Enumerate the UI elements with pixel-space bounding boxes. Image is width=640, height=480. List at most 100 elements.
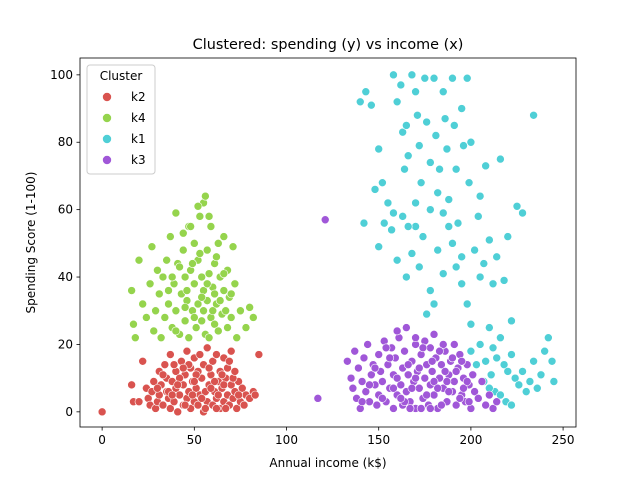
point-k4-66 bbox=[232, 333, 242, 343]
x-tick-label: 200 bbox=[459, 433, 482, 447]
point-k2-88 bbox=[188, 390, 197, 400]
point-k1-101 bbox=[549, 377, 559, 386]
point-k2-20 bbox=[166, 404, 175, 413]
point-k2-93 bbox=[210, 377, 219, 386]
point-k3-81 bbox=[492, 397, 502, 407]
legend-title: Cluster bbox=[100, 69, 143, 83]
point-k1-16 bbox=[414, 141, 424, 150]
point-k1-81 bbox=[457, 252, 466, 262]
point-k3-87 bbox=[414, 363, 424, 373]
point-k2-108 bbox=[234, 390, 243, 400]
point-k3-86 bbox=[407, 383, 417, 393]
point-k4-58 bbox=[219, 232, 229, 241]
point-k3-95 bbox=[411, 333, 420, 343]
point-k3-117 bbox=[427, 356, 437, 366]
point-k1-39 bbox=[473, 212, 483, 221]
legend-label-k3: k3 bbox=[131, 153, 146, 167]
point-k4-72 bbox=[193, 201, 203, 211]
point-k4-26 bbox=[180, 316, 190, 326]
point-k3-119 bbox=[442, 377, 452, 386]
y-tick-label: 60 bbox=[58, 203, 73, 217]
point-k1-18 bbox=[420, 73, 430, 83]
point-k2-95 bbox=[217, 370, 227, 380]
point-k3-122 bbox=[464, 397, 474, 407]
point-k3-37 bbox=[403, 370, 413, 380]
point-k2-92 bbox=[204, 363, 214, 373]
point-k1-79 bbox=[426, 205, 435, 214]
point-k3-65 bbox=[451, 400, 461, 410]
point-k3-21 bbox=[378, 377, 387, 386]
point-k3-76 bbox=[473, 394, 483, 403]
point-k3-121 bbox=[457, 356, 466, 366]
point-k2-41 bbox=[193, 400, 203, 410]
point-k3-57 bbox=[437, 360, 446, 369]
point-k2-82 bbox=[158, 370, 168, 380]
point-k3-79 bbox=[485, 390, 494, 400]
point-k4-61 bbox=[223, 323, 232, 332]
point-k1-86 bbox=[496, 333, 505, 343]
y-tick-label: 80 bbox=[58, 135, 73, 149]
point-k1-41 bbox=[479, 259, 489, 268]
point-k1-83 bbox=[485, 323, 494, 332]
point-k2-79 bbox=[250, 390, 260, 400]
point-k2-90 bbox=[195, 350, 205, 359]
point-k4-16 bbox=[164, 299, 173, 309]
point-k2-21 bbox=[166, 350, 175, 359]
legend-label-k1: k1 bbox=[131, 132, 146, 146]
point-k4-9 bbox=[151, 306, 160, 316]
point-k4-6 bbox=[145, 279, 155, 289]
y-tick-label: 20 bbox=[58, 337, 73, 351]
point-k1-91 bbox=[514, 380, 524, 390]
point-k1-47 bbox=[499, 276, 509, 285]
point-k3-120 bbox=[449, 340, 459, 349]
point-k3-114 bbox=[357, 397, 367, 407]
point-k1-59 bbox=[407, 249, 417, 258]
point-k4-4 bbox=[138, 299, 147, 309]
point-k2-49 bbox=[202, 343, 212, 353]
point-k1-33 bbox=[457, 104, 466, 113]
point-k4-27 bbox=[180, 272, 190, 282]
point-k1-30 bbox=[449, 121, 459, 130]
legend-marker-k3 bbox=[102, 155, 112, 165]
legend: Cluster k2 k4 k1 k3 bbox=[86, 64, 156, 175]
point-k3-106 bbox=[418, 343, 428, 353]
point-k1-10 bbox=[400, 164, 409, 174]
point-k4-14 bbox=[160, 313, 170, 322]
point-k1-108 bbox=[507, 400, 516, 410]
point-k3-50 bbox=[426, 343, 435, 353]
point-k3-107 bbox=[426, 404, 435, 413]
point-k1-89 bbox=[507, 350, 516, 359]
point-k1-48 bbox=[503, 232, 513, 241]
point-k4-2 bbox=[131, 333, 140, 343]
point-k2-96 bbox=[221, 404, 230, 413]
point-k3-83 bbox=[385, 353, 395, 363]
point-k4-12 bbox=[156, 333, 166, 343]
point-k2-68 bbox=[226, 346, 236, 356]
point-k4-67 bbox=[236, 306, 245, 316]
point-k1-14 bbox=[411, 87, 420, 96]
axes-frame bbox=[79, 57, 577, 428]
point-k1-1 bbox=[361, 87, 371, 96]
point-k1-63 bbox=[422, 309, 431, 319]
point-k1-11 bbox=[402, 121, 411, 130]
point-k1-22 bbox=[431, 131, 441, 140]
point-k2-53 bbox=[208, 356, 218, 366]
point-k4-65 bbox=[230, 279, 240, 289]
point-k3-112 bbox=[462, 377, 472, 386]
point-k2-16 bbox=[160, 360, 170, 369]
point-k3-93 bbox=[459, 383, 468, 393]
point-k4-85 bbox=[171, 326, 181, 336]
point-k4-82 bbox=[215, 296, 225, 305]
point-k3-14 bbox=[367, 370, 376, 380]
point-k1-43 bbox=[485, 235, 494, 245]
point-k1-93 bbox=[521, 387, 531, 396]
legend-marker-k4 bbox=[102, 113, 112, 123]
chart-title: Clustered: spending (y) vs income (x) bbox=[193, 37, 464, 53]
point-k2-56 bbox=[212, 350, 221, 359]
point-k4-20 bbox=[171, 208, 181, 218]
point-k4-37 bbox=[193, 299, 203, 309]
point-k2-103 bbox=[197, 394, 206, 403]
point-k2-97 bbox=[225, 356, 234, 366]
point-k4-40 bbox=[197, 272, 206, 282]
point-k1-58 bbox=[402, 272, 411, 282]
